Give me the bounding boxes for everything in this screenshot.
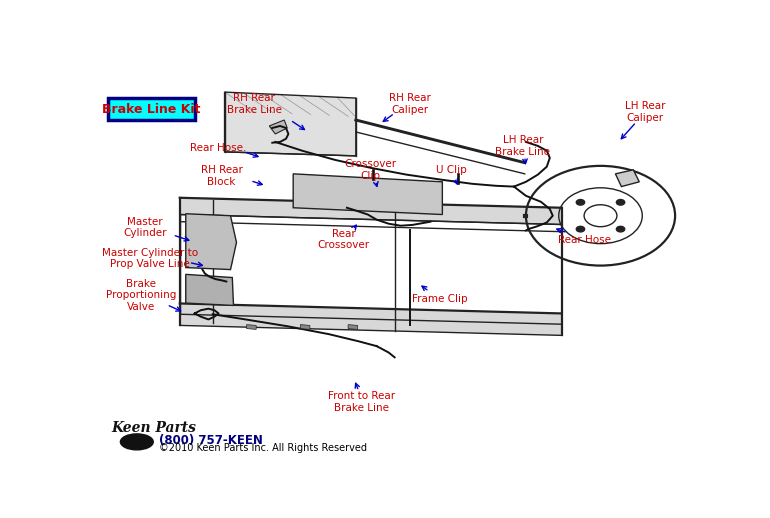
- Text: U Clip: U Clip: [436, 165, 467, 175]
- Text: ©2010 Keen Parts Inc. All Rights Reserved: ©2010 Keen Parts Inc. All Rights Reserve…: [159, 443, 367, 453]
- Text: Master Cylinder to
Prop Valve Line: Master Cylinder to Prop Valve Line: [102, 248, 198, 269]
- Circle shape: [576, 199, 584, 205]
- Text: Brake Line Kit: Brake Line Kit: [102, 103, 201, 116]
- Text: Brake
Proportioning
Valve: Brake Proportioning Valve: [105, 279, 176, 312]
- Polygon shape: [300, 325, 310, 329]
- Ellipse shape: [120, 434, 153, 450]
- Text: LH Rear
Caliper: LH Rear Caliper: [625, 101, 665, 123]
- Text: Rear
Crossover: Rear Crossover: [318, 229, 370, 250]
- Polygon shape: [225, 92, 356, 156]
- Circle shape: [616, 199, 624, 205]
- Polygon shape: [615, 170, 639, 186]
- Polygon shape: [246, 325, 256, 329]
- Text: (800) 757-KEEN: (800) 757-KEEN: [159, 434, 263, 447]
- Polygon shape: [293, 174, 442, 214]
- Polygon shape: [186, 275, 233, 306]
- Text: Master
Cylinder: Master Cylinder: [123, 217, 167, 238]
- Text: RH Rear
Brake Line: RH Rear Brake Line: [227, 93, 282, 115]
- Circle shape: [616, 226, 624, 232]
- Polygon shape: [270, 120, 287, 134]
- Circle shape: [576, 226, 584, 232]
- Text: LH Rear
Brake Line: LH Rear Brake Line: [495, 135, 551, 157]
- Text: Rear Hose: Rear Hose: [558, 235, 611, 244]
- Text: Crossover
Clip: Crossover Clip: [345, 159, 397, 181]
- Text: RH Rear
Caliper: RH Rear Caliper: [389, 93, 430, 115]
- Polygon shape: [348, 325, 357, 329]
- Text: Rear Hose.: Rear Hose.: [190, 143, 246, 153]
- Polygon shape: [186, 214, 236, 269]
- Text: RH Rear
Block: RH Rear Block: [201, 165, 243, 186]
- Text: Frame Clip: Frame Clip: [412, 294, 467, 305]
- Text: Front to Rear
Brake Line: Front to Rear Brake Line: [328, 391, 395, 413]
- FancyBboxPatch shape: [108, 98, 195, 120]
- Text: Keen Parts: Keen Parts: [111, 421, 196, 435]
- Polygon shape: [180, 198, 562, 224]
- Polygon shape: [180, 304, 562, 335]
